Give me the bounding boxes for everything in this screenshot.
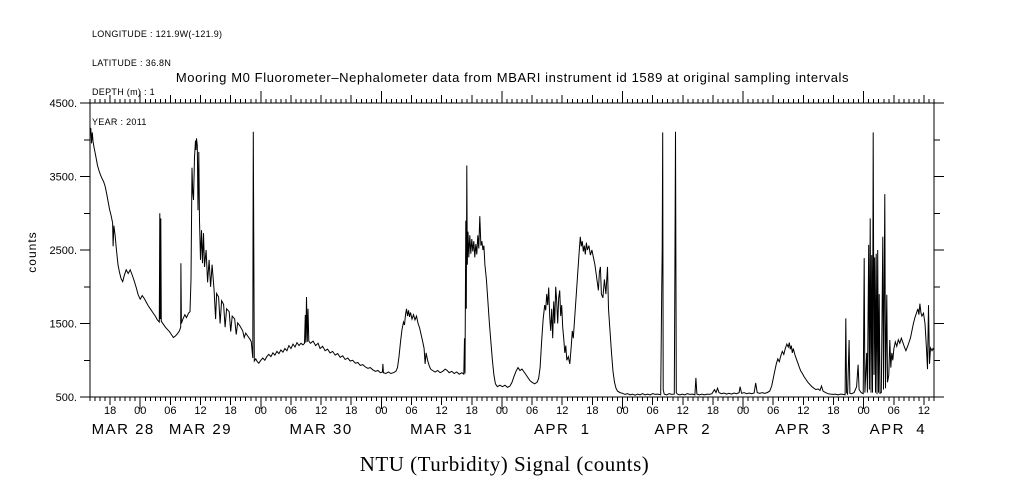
turbidity-signal-line xyxy=(89,127,935,396)
longitude-line: LONGITUDE : 121.9W(-121.9) xyxy=(92,28,223,39)
hour-tick-label: 00 xyxy=(616,405,628,417)
day-label: APR 3 xyxy=(775,421,832,438)
hour-tick-label: 12 xyxy=(918,405,930,417)
day-label: MAR 28 xyxy=(92,421,155,438)
hour-tick-label: 00 xyxy=(255,405,267,417)
hour-tick-label: 00 xyxy=(496,405,508,417)
hour-tick-label: 06 xyxy=(405,405,417,417)
year-line: YEAR : 2011 xyxy=(92,116,147,127)
hour-tick-label: 00 xyxy=(737,405,749,417)
hour-tick-label: 06 xyxy=(164,405,176,417)
hour-tick-label: 00 xyxy=(858,405,870,417)
day-label: MAR 29 xyxy=(169,421,232,438)
hour-tick-label: 06 xyxy=(767,405,779,417)
day-label: MAR 31 xyxy=(410,421,473,438)
y-tick-label: 3500. xyxy=(49,172,77,184)
hour-tick-label: 06 xyxy=(888,405,900,417)
x-axis-title: NTU (Turbidity) Signal (counts) xyxy=(359,452,650,476)
day-label: MAR 30 xyxy=(290,421,353,438)
hour-tick-label: 18 xyxy=(104,405,116,417)
hour-tick-label: 18 xyxy=(225,405,237,417)
y-tick-label: 2500. xyxy=(49,245,77,257)
chart-title: Mooring M0 Fluorometer–Nephalometer data… xyxy=(175,70,850,85)
hour-tick-label: 06 xyxy=(526,405,538,417)
hour-tick-label: 12 xyxy=(194,405,206,417)
hour-tick-label: 00 xyxy=(375,405,387,417)
plot-frame xyxy=(89,102,935,398)
hour-tick-label: 12 xyxy=(556,405,568,417)
y-tick-label: 4500. xyxy=(49,98,77,110)
hour-tick-label: 12 xyxy=(315,405,327,417)
hour-tick-label: 12 xyxy=(797,405,809,417)
hour-tick-label: 06 xyxy=(647,405,659,417)
station-metadata-block: LONGITUDE : 121.9W(-121.9) LATITUDE : 36… xyxy=(92,10,222,147)
hour-tick-label: 00 xyxy=(134,405,146,417)
hour-tick-label: 06 xyxy=(285,405,297,417)
y-tick-label: 500. xyxy=(56,392,77,404)
depth-line: DEPTH (m) : 1 xyxy=(92,87,155,98)
hour-tick-label: 12 xyxy=(436,405,448,417)
y-tick-label: 1500. xyxy=(49,319,77,331)
hour-tick-label: 18 xyxy=(707,405,719,417)
hour-tick-label: 18 xyxy=(586,405,598,417)
hour-tick-label: 12 xyxy=(677,405,689,417)
hour-tick-label: 18 xyxy=(827,405,839,417)
day-label: APR 1 xyxy=(534,421,591,438)
hour-tick-label: 18 xyxy=(466,405,478,417)
day-label: APR 2 xyxy=(655,421,712,438)
latitude-line: LATITUDE : 36.8N xyxy=(92,57,172,68)
hour-tick-label: 18 xyxy=(345,405,357,417)
day-label: APR 4 xyxy=(870,421,927,438)
